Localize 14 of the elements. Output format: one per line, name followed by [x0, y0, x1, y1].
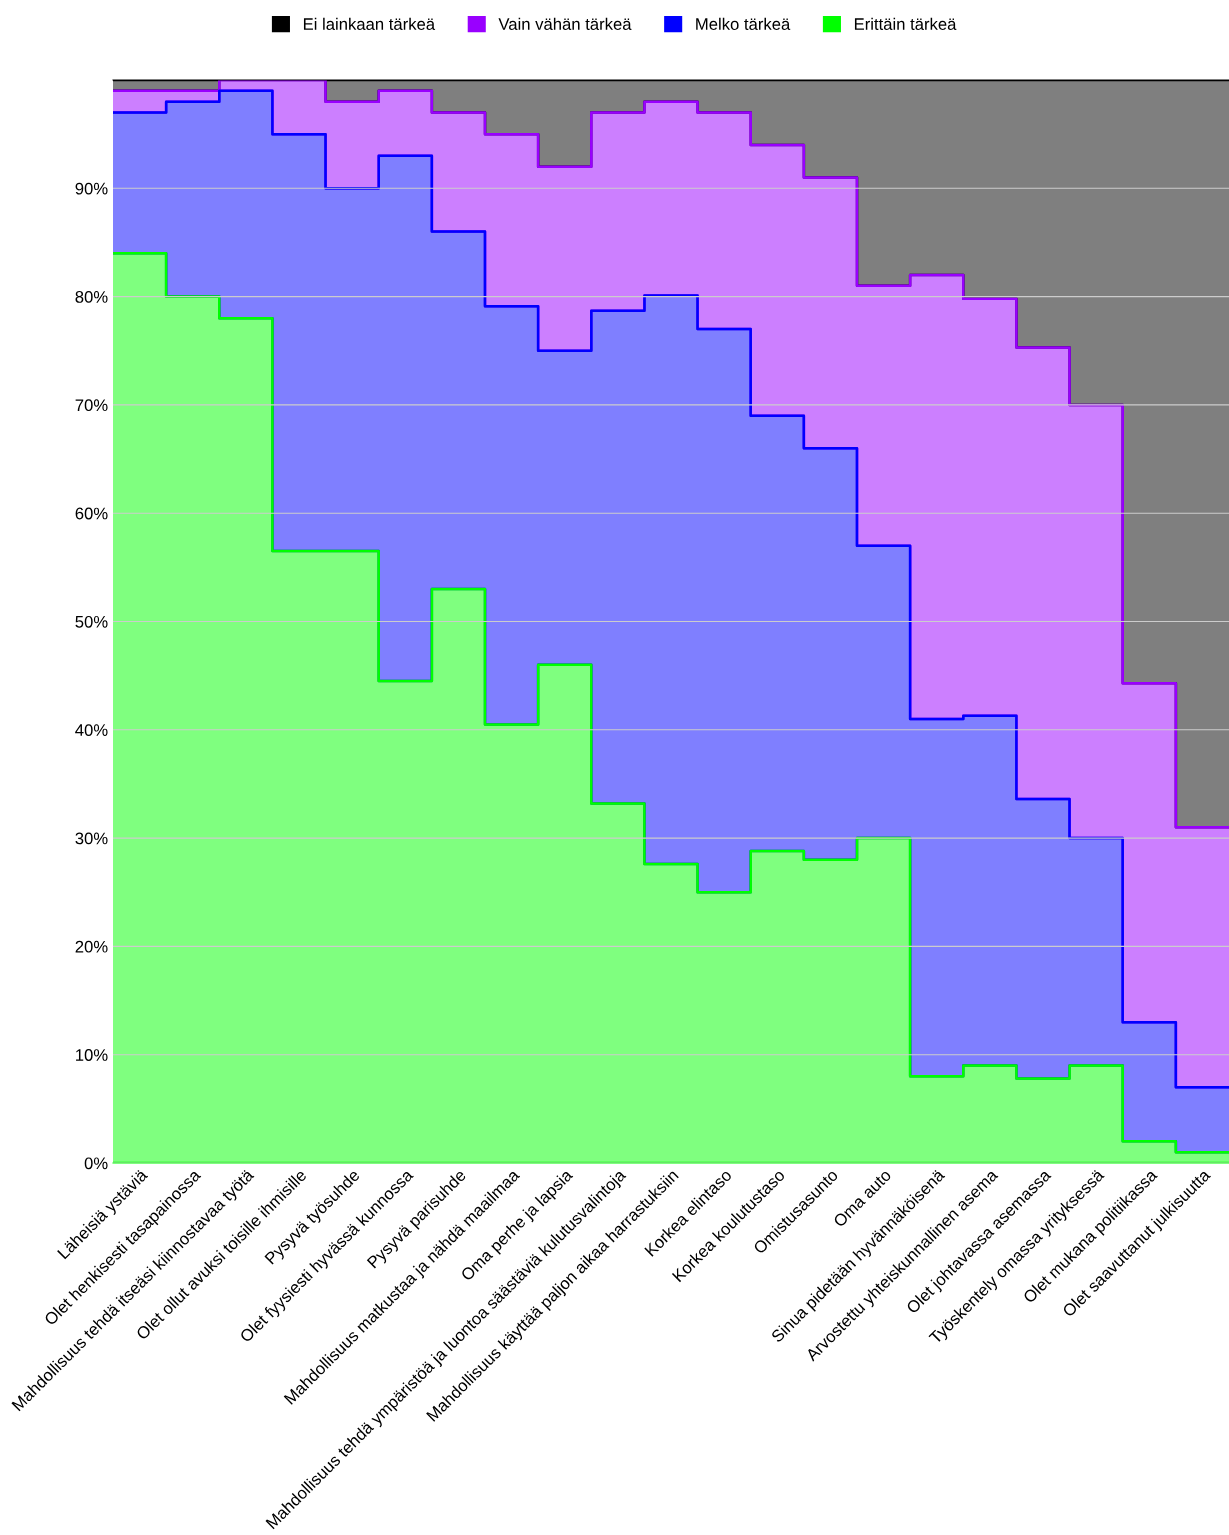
legend-label: Erittäin tärkeä — [854, 17, 957, 30]
legend-label: Ei lainkaan tärkeä — [303, 17, 436, 30]
y-tick-label: 80% — [75, 291, 108, 303]
y-tick-label: 50% — [75, 615, 108, 628]
y-tick-label: 20% — [75, 940, 108, 953]
legend-label: Vain vähän tärkeä — [498, 17, 632, 30]
y-tick-label: 10% — [76, 1049, 108, 1061]
y-tick-label: 40% — [75, 724, 108, 736]
y-tick-label: 30% — [75, 832, 108, 845]
y-tick-label: 0% — [84, 1157, 108, 1170]
y-tick-label: 70% — [75, 399, 108, 412]
y-tick-label: 90% — [75, 182, 108, 195]
y-tick-label: 60% — [75, 507, 108, 520]
legend-label: Melko tärkeä — [696, 17, 791, 30]
